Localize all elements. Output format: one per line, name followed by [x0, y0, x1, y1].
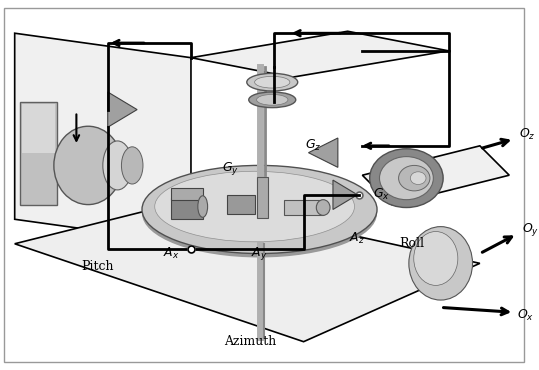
Polygon shape — [333, 180, 357, 209]
Ellipse shape — [54, 126, 122, 205]
Text: $O_x$: $O_x$ — [517, 308, 534, 323]
Text: Azimuth: Azimuth — [224, 335, 276, 348]
Text: $A_y$: $A_y$ — [251, 245, 268, 262]
Ellipse shape — [254, 76, 290, 88]
Polygon shape — [15, 33, 191, 244]
Ellipse shape — [409, 226, 473, 300]
Ellipse shape — [121, 147, 143, 184]
Ellipse shape — [370, 149, 443, 208]
Ellipse shape — [142, 165, 377, 253]
Text: Roll: Roll — [399, 237, 424, 250]
Polygon shape — [191, 31, 448, 77]
Polygon shape — [362, 146, 509, 205]
Ellipse shape — [142, 169, 377, 258]
Bar — [257, 177, 268, 218]
Bar — [227, 195, 254, 214]
Text: $A_z$: $A_z$ — [349, 231, 365, 246]
Ellipse shape — [247, 73, 298, 91]
Polygon shape — [15, 200, 480, 342]
Text: $O_z$: $O_z$ — [519, 127, 536, 142]
Bar — [171, 188, 203, 200]
Text: $G_y$: $G_y$ — [222, 160, 239, 177]
Bar — [19, 102, 57, 205]
Polygon shape — [308, 138, 338, 167]
Ellipse shape — [198, 196, 208, 217]
Bar — [22, 104, 55, 153]
Ellipse shape — [257, 94, 288, 105]
Text: $O_y$: $O_y$ — [522, 221, 539, 238]
Text: $G_z$: $G_z$ — [305, 138, 322, 154]
Text: Pitch: Pitch — [82, 260, 114, 273]
Ellipse shape — [414, 232, 458, 285]
Ellipse shape — [379, 157, 433, 200]
Ellipse shape — [398, 165, 430, 191]
Ellipse shape — [316, 200, 330, 215]
Ellipse shape — [155, 171, 355, 242]
Polygon shape — [108, 92, 137, 127]
Ellipse shape — [103, 141, 132, 190]
Bar — [171, 198, 203, 219]
Text: $G_x$: $G_x$ — [374, 187, 390, 202]
Bar — [284, 200, 323, 215]
Ellipse shape — [248, 92, 296, 108]
Text: $A_x$: $A_x$ — [163, 246, 179, 261]
Ellipse shape — [410, 172, 426, 185]
